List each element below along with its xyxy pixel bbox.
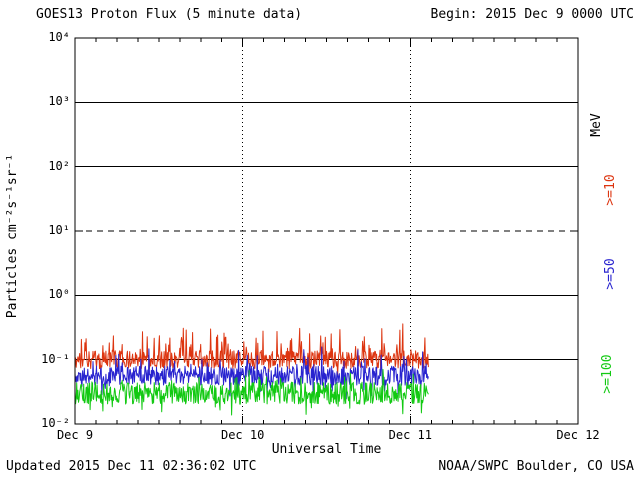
y-tick-label: 10¹ [48, 223, 70, 237]
y-tick-label: 10⁴ [48, 30, 70, 44]
y-tick-label: 10² [48, 158, 70, 173]
updated-timestamp: Updated 2015 Dec 11 02:36:02 UTC [6, 459, 257, 474]
begin-timestamp: Begin: 2015 Dec 9 0000 UTC [430, 7, 635, 22]
x-tick-label: Dec 9 [56, 428, 94, 442]
x-tick-label: Dec 12 [556, 428, 600, 442]
y-tick-label: 10⁻² [41, 416, 70, 430]
right-axis-label-10: >=10 [603, 174, 618, 205]
plot-frame [74, 37, 579, 425]
right-axis-label-mev: MeV [589, 113, 604, 137]
y-axis-title: Particles cm⁻²s⁻¹sr⁻¹ [5, 154, 20, 318]
right-axis-label-100: >=100 [600, 354, 615, 393]
series-line-100-mev [74, 369, 429, 416]
y-tick-label: 10⁰ [48, 287, 70, 302]
y-tick-label: 10⁻¹ [41, 351, 70, 366]
series-line-10-mev [74, 323, 429, 376]
series-line-50-mev [74, 346, 429, 400]
x-tick-label: Dec 11 [388, 428, 432, 442]
x-axis-title: Universal Time [271, 442, 382, 457]
right-axis-label-50: >=50 [603, 258, 618, 289]
series-lines [74, 323, 429, 416]
credit-text: NOAA/SWPC Boulder, CO USA [438, 459, 634, 474]
x-tick-label: Dec 10 [220, 428, 265, 442]
y-tick-label: 10³ [48, 94, 70, 109]
chart-title: GOES13 Proton Flux (5 minute data) [36, 7, 303, 22]
